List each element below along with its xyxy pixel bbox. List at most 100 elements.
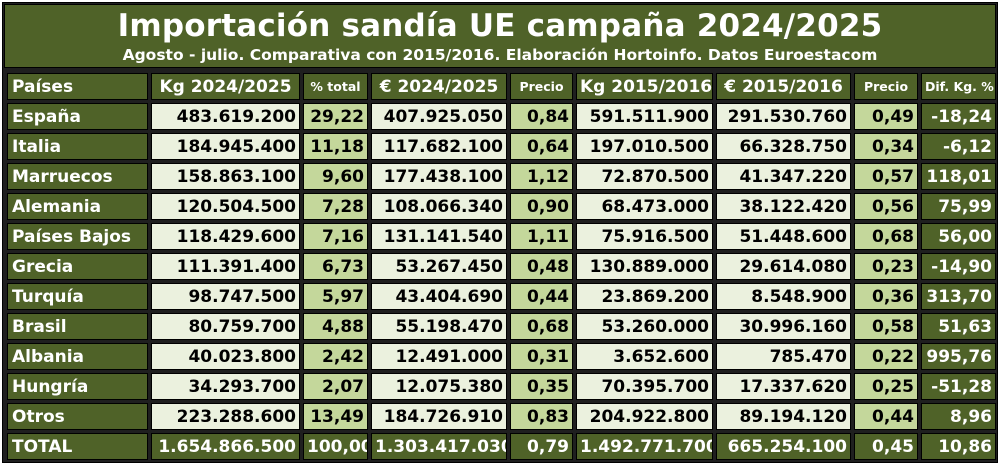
table-row: Otros 223.288.600 13,49 184.726.910 0,83 204.…	[7, 403, 996, 430]
table-row: Albania 40.023.800 2,42 12.491.000 0,31 3.652…	[7, 343, 996, 370]
precio-2024-cell: 1,12	[510, 163, 573, 190]
pct-total-cell: 29,22	[303, 103, 368, 130]
precio-2015-cell: 0,68	[854, 223, 918, 250]
country-cell: Brasil	[7, 313, 148, 340]
precio-2015-cell: 0,49	[854, 103, 918, 130]
eur-2015-cell: 41.347.220	[716, 163, 851, 190]
eur-2015-cell: 8.548.900	[716, 283, 851, 310]
total-row: TOTAL 1.654.866.500 100,00 1.303.417.030 0,7…	[7, 433, 996, 460]
total-kg-2024-cell: 1.654.866.500	[151, 433, 300, 460]
pct-total-cell: 7,28	[303, 193, 368, 220]
table-row: Grecia 111.391.400 6,73 53.267.450 0,48 130.8…	[7, 253, 996, 280]
dif-kg-cell: -51,28	[921, 373, 996, 400]
total-eur-2015-cell: 665.254.100	[716, 433, 851, 460]
kg-2015-cell: 197.010.500	[576, 133, 713, 160]
pct-total-cell: 7,16	[303, 223, 368, 250]
eur-2024-cell: 12.075.380	[371, 373, 507, 400]
kg-2024-cell: 158.863.100	[151, 163, 300, 190]
precio-2015-cell: 0,44	[854, 403, 918, 430]
pct-total-cell: 4,88	[303, 313, 368, 340]
kg-2015-cell: 591.511.900	[576, 103, 713, 130]
eur-2015-cell: 89.194.120	[716, 403, 851, 430]
pct-total-cell: 2,42	[303, 343, 368, 370]
eur-2024-cell: 407.925.050	[371, 103, 507, 130]
dif-kg-cell: -6,12	[921, 133, 996, 160]
kg-2024-cell: 223.288.600	[151, 403, 300, 430]
total-eur-2024-cell: 1.303.417.030	[371, 433, 507, 460]
precio-2015-cell: 0,22	[854, 343, 918, 370]
country-cell: Albania	[7, 343, 148, 370]
column-header-paises: Países	[7, 73, 148, 100]
pct-total-cell: 13,49	[303, 403, 368, 430]
table-subtitle: Agosto - julio. Comparativa con 2015/201…	[122, 46, 878, 64]
table-row: Hungría 34.293.700 2,07 12.075.380 0,35 70.39…	[7, 373, 996, 400]
kg-2015-cell: 23.869.200	[576, 283, 713, 310]
eur-2024-cell: 177.438.100	[371, 163, 507, 190]
total-precio-2015-cell: 0,45	[854, 433, 918, 460]
column-header-pct-total: % total	[303, 73, 368, 100]
column-header-precio-2024: Precio	[510, 73, 573, 100]
kg-2024-cell: 120.504.500	[151, 193, 300, 220]
pct-total-cell: 11,18	[303, 133, 368, 160]
kg-2015-cell: 130.889.000	[576, 253, 713, 280]
column-header-kg-2015: Kg 2015/2016	[576, 73, 713, 100]
dif-kg-cell: 51,63	[921, 313, 996, 340]
precio-2024-cell: 1,11	[510, 223, 573, 250]
eur-2015-cell: 51.448.600	[716, 223, 851, 250]
column-header-kg-2024: Kg 2024/2025	[151, 73, 300, 100]
table-row: Países Bajos 118.429.600 7,16 131.141.540 1,…	[7, 223, 996, 250]
kg-2024-cell: 80.759.700	[151, 313, 300, 340]
eur-2024-cell: 43.404.690	[371, 283, 507, 310]
precio-2024-cell: 0,44	[510, 283, 573, 310]
dif-kg-cell: -18,24	[921, 103, 996, 130]
precio-2024-cell: 0,35	[510, 373, 573, 400]
kg-2015-cell: 70.395.700	[576, 373, 713, 400]
country-cell: Marruecos	[7, 163, 148, 190]
column-header-eur-2015: € 2015/2016	[716, 73, 851, 100]
total-precio-2024-cell: 0,79	[510, 433, 573, 460]
precio-2024-cell: 0,84	[510, 103, 573, 130]
dif-kg-cell: 75,99	[921, 193, 996, 220]
precio-2015-cell: 0,36	[854, 283, 918, 310]
table-body: España 483.619.200 29,22 407.925.050 0,84 591…	[7, 103, 996, 460]
kg-2024-cell: 118.429.600	[151, 223, 300, 250]
dif-kg-cell: 8,96	[921, 403, 996, 430]
eur-2024-cell: 117.682.100	[371, 133, 507, 160]
table-title: Importación sandía UE campaña 2024/2025	[117, 8, 883, 44]
table-row: Marruecos 158.863.100 9,60 177.438.100 1,12 7…	[7, 163, 996, 190]
kg-2024-cell: 40.023.800	[151, 343, 300, 370]
kg-2015-cell: 204.922.800	[576, 403, 713, 430]
country-cell: Otros	[7, 403, 148, 430]
country-cell: Alemania	[7, 193, 148, 220]
total-pct-total-cell: 100,00	[303, 433, 368, 460]
eur-2024-cell: 53.267.450	[371, 253, 507, 280]
column-header-dif-kg: Dif. Kg. %	[921, 73, 996, 100]
precio-2024-cell: 0,48	[510, 253, 573, 280]
eur-2024-cell: 184.726.910	[371, 403, 507, 430]
kg-2024-cell: 483.619.200	[151, 103, 300, 130]
precio-2015-cell: 0,23	[854, 253, 918, 280]
kg-2024-cell: 98.747.500	[151, 283, 300, 310]
country-cell: Grecia	[7, 253, 148, 280]
country-cell: Países Bajos	[7, 223, 148, 250]
pct-total-cell: 5,97	[303, 283, 368, 310]
eur-2024-cell: 108.066.340	[371, 193, 507, 220]
country-cell: Hungría	[7, 373, 148, 400]
precio-2024-cell: 0,83	[510, 403, 573, 430]
dif-kg-cell: 313,70	[921, 283, 996, 310]
eur-2015-cell: 30.996.160	[716, 313, 851, 340]
precio-2024-cell: 0,64	[510, 133, 573, 160]
country-cell: Italia	[7, 133, 148, 160]
dif-kg-cell: 56,00	[921, 223, 996, 250]
kg-2015-cell: 53.260.000	[576, 313, 713, 340]
table-row: Turquía 98.747.500 5,97 43.404.690 0,44 23.86…	[7, 283, 996, 310]
import-table: Países Kg 2024/2025 % total € 2024/2025 …	[4, 70, 999, 463]
eur-2024-cell: 55.198.470	[371, 313, 507, 340]
table-row: España 483.619.200 29,22 407.925.050 0,84 591…	[7, 103, 996, 130]
total-country-cell: TOTAL	[7, 433, 148, 460]
eur-2024-cell: 12.491.000	[371, 343, 507, 370]
kg-2024-cell: 184.945.400	[151, 133, 300, 160]
precio-2024-cell: 0,68	[510, 313, 573, 340]
precio-2015-cell: 0,34	[854, 133, 918, 160]
